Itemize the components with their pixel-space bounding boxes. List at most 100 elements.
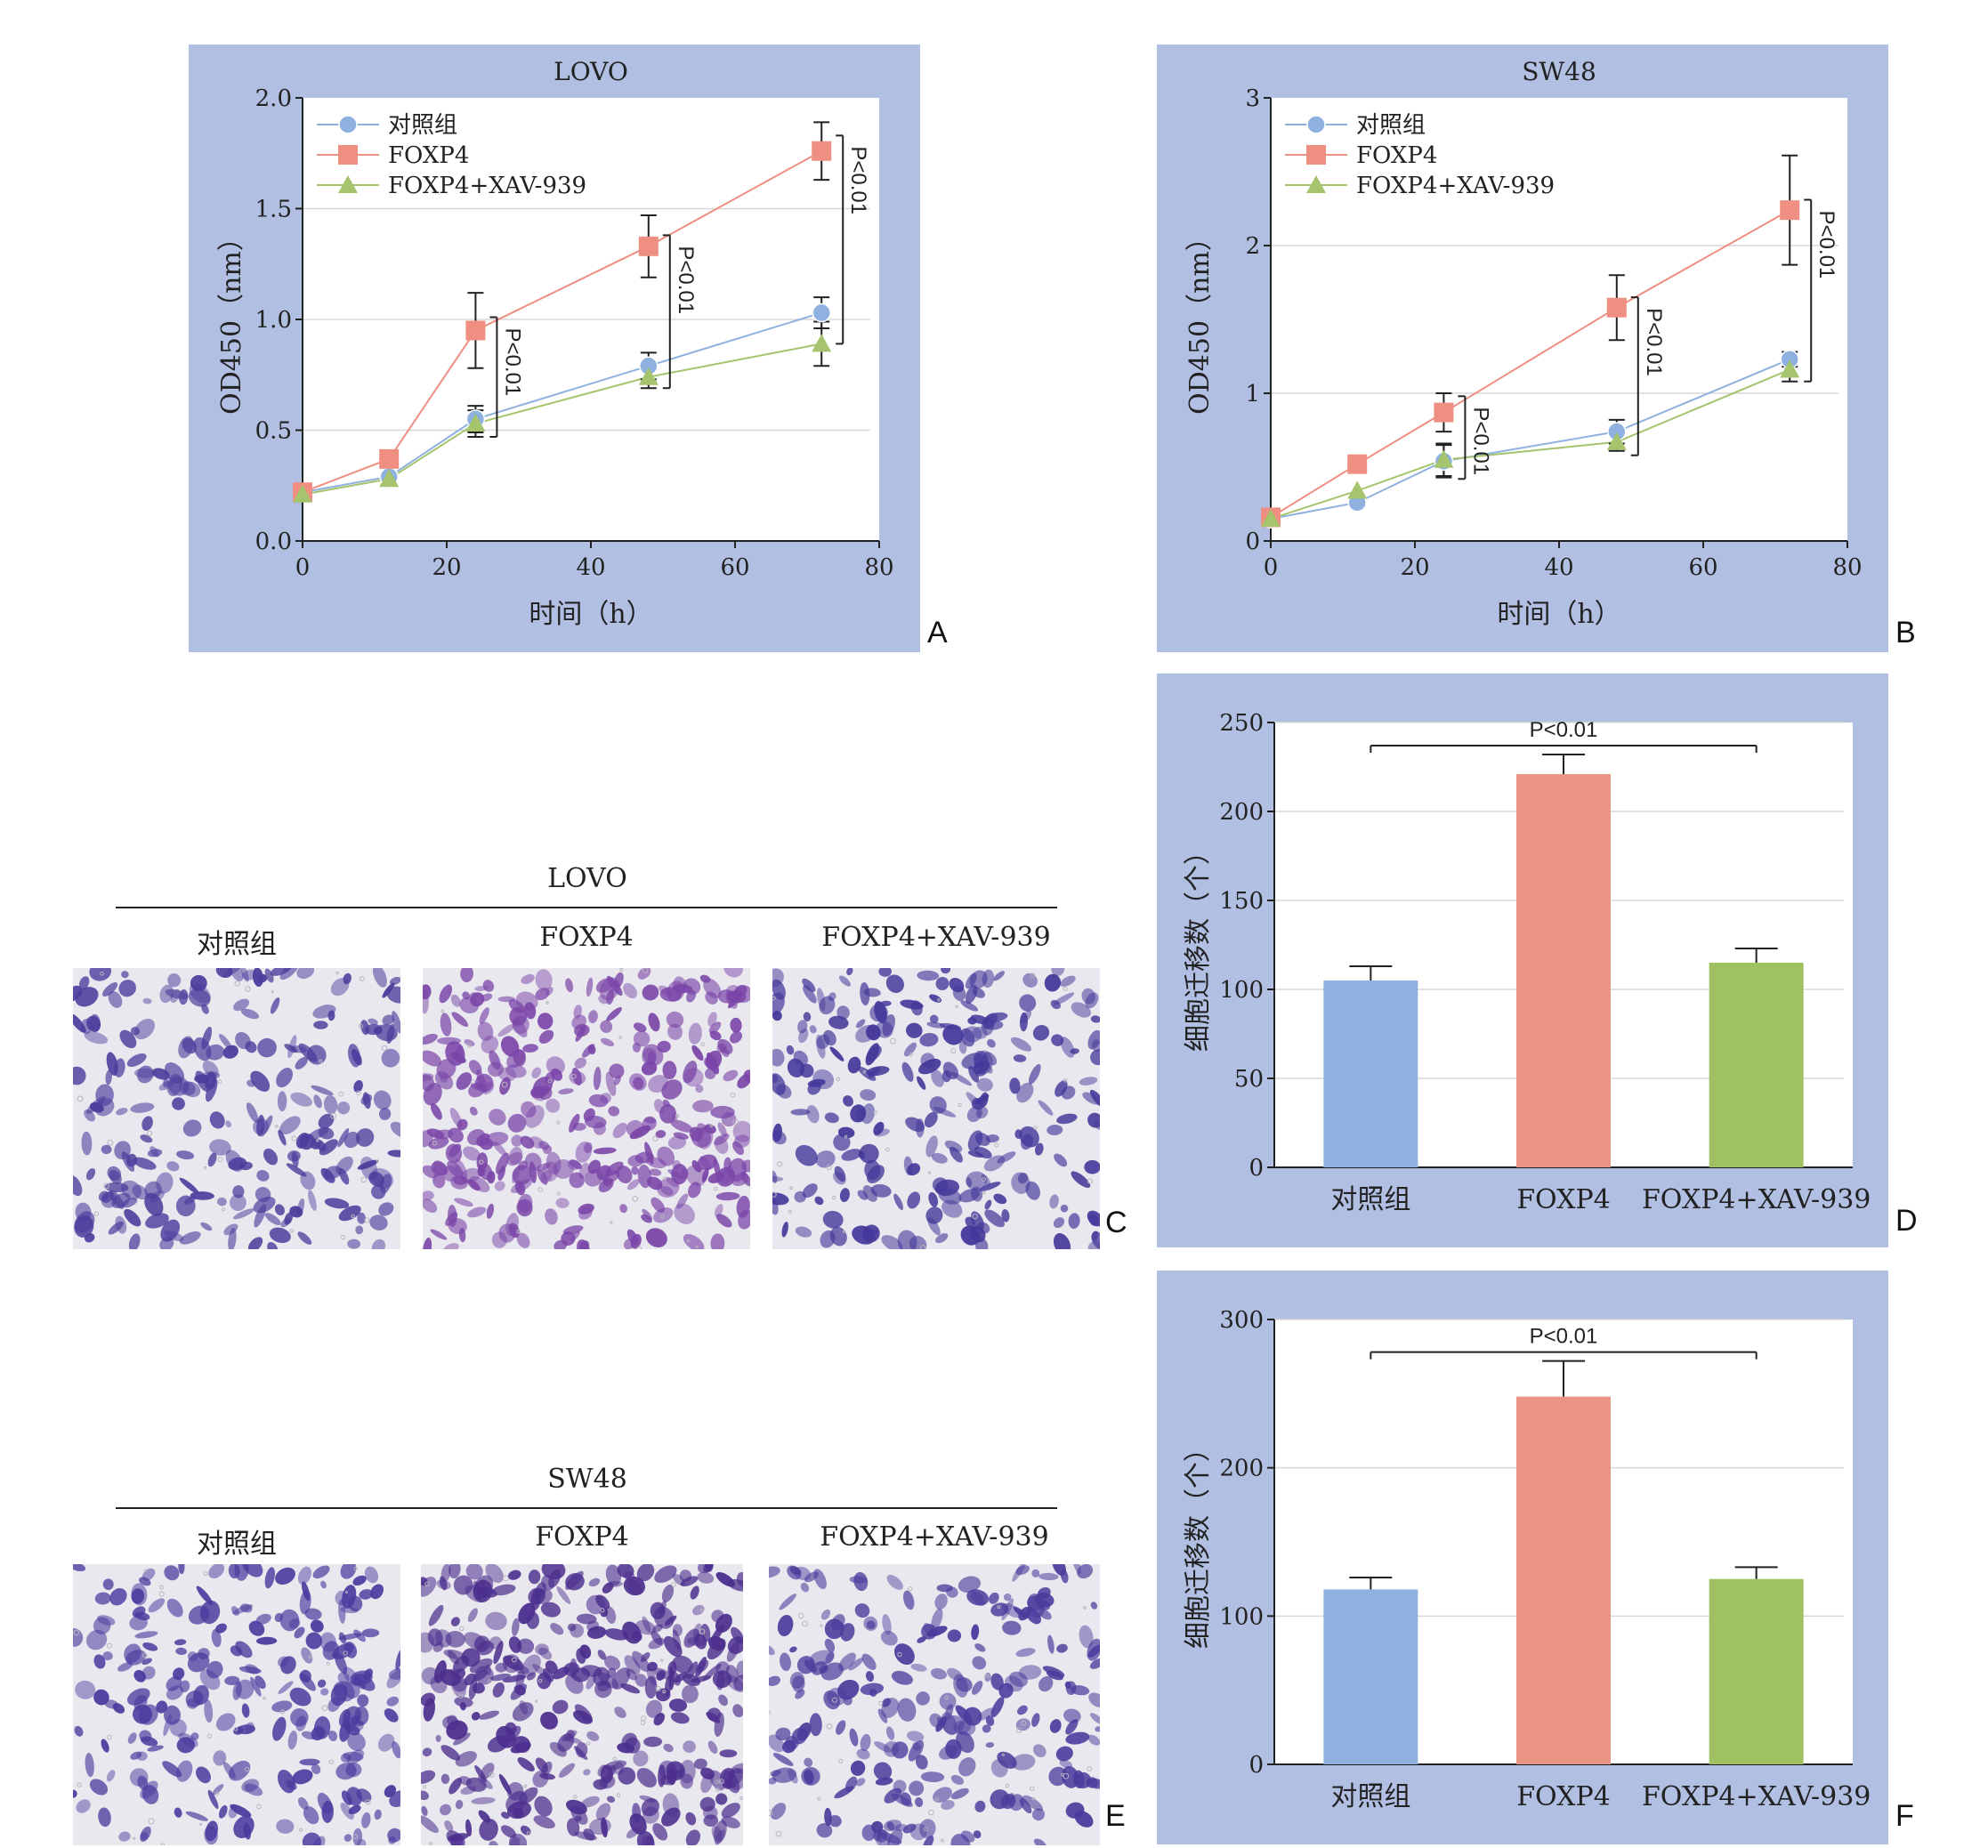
stained-cell	[317, 1679, 327, 1688]
stained-cell	[972, 1656, 987, 1670]
stained-cell	[606, 989, 615, 1005]
stained-cell	[102, 982, 118, 997]
stained-cell	[340, 1564, 357, 1579]
membrane-pore	[158, 1591, 165, 1597]
stained-cell	[1002, 1620, 1022, 1635]
stained-cell	[500, 1036, 520, 1057]
stained-cell	[75, 1680, 96, 1699]
stained-cell	[986, 1038, 996, 1048]
stained-cell	[855, 1019, 866, 1029]
stained-cell	[809, 1025, 817, 1034]
stained-cell	[699, 1156, 712, 1170]
stained-cell	[633, 1750, 649, 1767]
stained-cell	[804, 1757, 813, 1767]
stained-cell	[443, 1649, 465, 1659]
stained-cell	[512, 1702, 534, 1722]
chart-f-ytick-label: 100	[1219, 1603, 1264, 1630]
chart-a-xtick-label: 0	[295, 554, 311, 581]
stained-cell	[344, 1724, 360, 1736]
membrane-pore	[215, 1791, 220, 1796]
stained-cell	[455, 1799, 464, 1810]
stained-cell	[114, 1141, 131, 1160]
stained-cell	[467, 1206, 487, 1218]
stained-cell	[633, 1022, 647, 1033]
stained-cell	[636, 1830, 655, 1845]
stained-cell	[545, 1098, 561, 1113]
stained-cell	[722, 1780, 731, 1789]
stained-cell	[207, 1152, 217, 1167]
stained-cell	[431, 1161, 448, 1176]
stained-cell	[270, 968, 293, 976]
stained-cell	[209, 1139, 231, 1156]
stained-cell	[105, 1069, 112, 1085]
stained-cell	[1033, 1838, 1047, 1845]
stained-cell	[520, 1135, 535, 1149]
stained-cell	[976, 1077, 993, 1092]
stained-cell	[1095, 1726, 1100, 1732]
stained-cell	[378, 1108, 392, 1120]
stained-cell	[836, 1720, 846, 1735]
stained-cell	[636, 1564, 655, 1582]
stained-cell	[500, 1825, 517, 1838]
stained-cell	[145, 1213, 169, 1229]
stained-cell	[388, 1667, 400, 1680]
stained-cell	[881, 1235, 903, 1249]
stained-cell	[736, 1660, 743, 1680]
membrane-pore	[1063, 986, 1068, 991]
chart-a-data-point-s2	[379, 469, 400, 488]
stained-cell	[1071, 1002, 1091, 1018]
stained-cell	[874, 1001, 887, 1024]
stained-cell	[152, 1068, 170, 1080]
stained-cell	[966, 1171, 988, 1190]
stained-cell	[667, 1169, 683, 1180]
stained-cell	[716, 1671, 725, 1691]
membrane-pore	[982, 1190, 986, 1195]
stained-cell	[313, 1715, 331, 1739]
chart-panel-a: LOVO 0.0 0.5 1.0 1.5 2.0 0 20 40 60 80 时间（h） OD450（n…	[189, 44, 920, 652]
stained-cell	[598, 995, 609, 1005]
chart-b-data-point-s2	[1261, 509, 1281, 528]
stained-cell	[738, 1209, 750, 1230]
stained-cell	[89, 1779, 109, 1796]
stained-cell	[274, 1204, 285, 1215]
membrane-pore	[328, 1759, 334, 1764]
stained-cell	[1008, 1671, 1028, 1687]
chart-b-xtick-label: 80	[1832, 554, 1862, 581]
stained-cell	[215, 1623, 227, 1634]
stained-cell	[880, 1630, 898, 1646]
membrane-pore	[719, 1779, 724, 1785]
stained-cell	[109, 1587, 127, 1606]
stained-cell	[588, 1010, 598, 1024]
membrane-pore	[772, 996, 776, 1001]
membrane-pore	[652, 1135, 659, 1142]
chart-d-y-axis-label: 细胞迁移数（个）	[1183, 838, 1214, 1052]
membrane-pore	[198, 1822, 202, 1826]
stained-cell	[641, 1798, 659, 1817]
stained-cell	[772, 1130, 787, 1145]
stained-cell	[941, 1800, 955, 1811]
stained-cell	[891, 1670, 913, 1685]
stained-cell	[680, 1773, 694, 1789]
stained-cell	[998, 1683, 1014, 1699]
stained-cell	[950, 1834, 971, 1845]
stained-cell	[897, 1698, 917, 1722]
stained-cell	[827, 1687, 846, 1707]
stained-cell	[421, 1790, 429, 1801]
membrane-pore	[739, 1796, 743, 1800]
stained-cell	[849, 1728, 859, 1747]
membrane-pore	[360, 1176, 368, 1183]
membrane-pore	[534, 1699, 538, 1703]
stained-cell	[958, 1757, 976, 1777]
stained-cell	[1001, 1209, 1010, 1223]
stained-cell	[855, 1778, 866, 1787]
stained-cell	[595, 1803, 611, 1820]
stained-cell	[804, 1769, 814, 1785]
stained-cell	[73, 1013, 86, 1033]
stained-cell	[371, 1239, 386, 1249]
stained-cell	[295, 1133, 310, 1149]
stained-cell	[1060, 1569, 1069, 1584]
stained-cell	[1055, 1080, 1068, 1097]
stained-cell	[382, 982, 395, 998]
stained-cell	[968, 1066, 980, 1083]
stained-cell	[386, 986, 400, 1004]
